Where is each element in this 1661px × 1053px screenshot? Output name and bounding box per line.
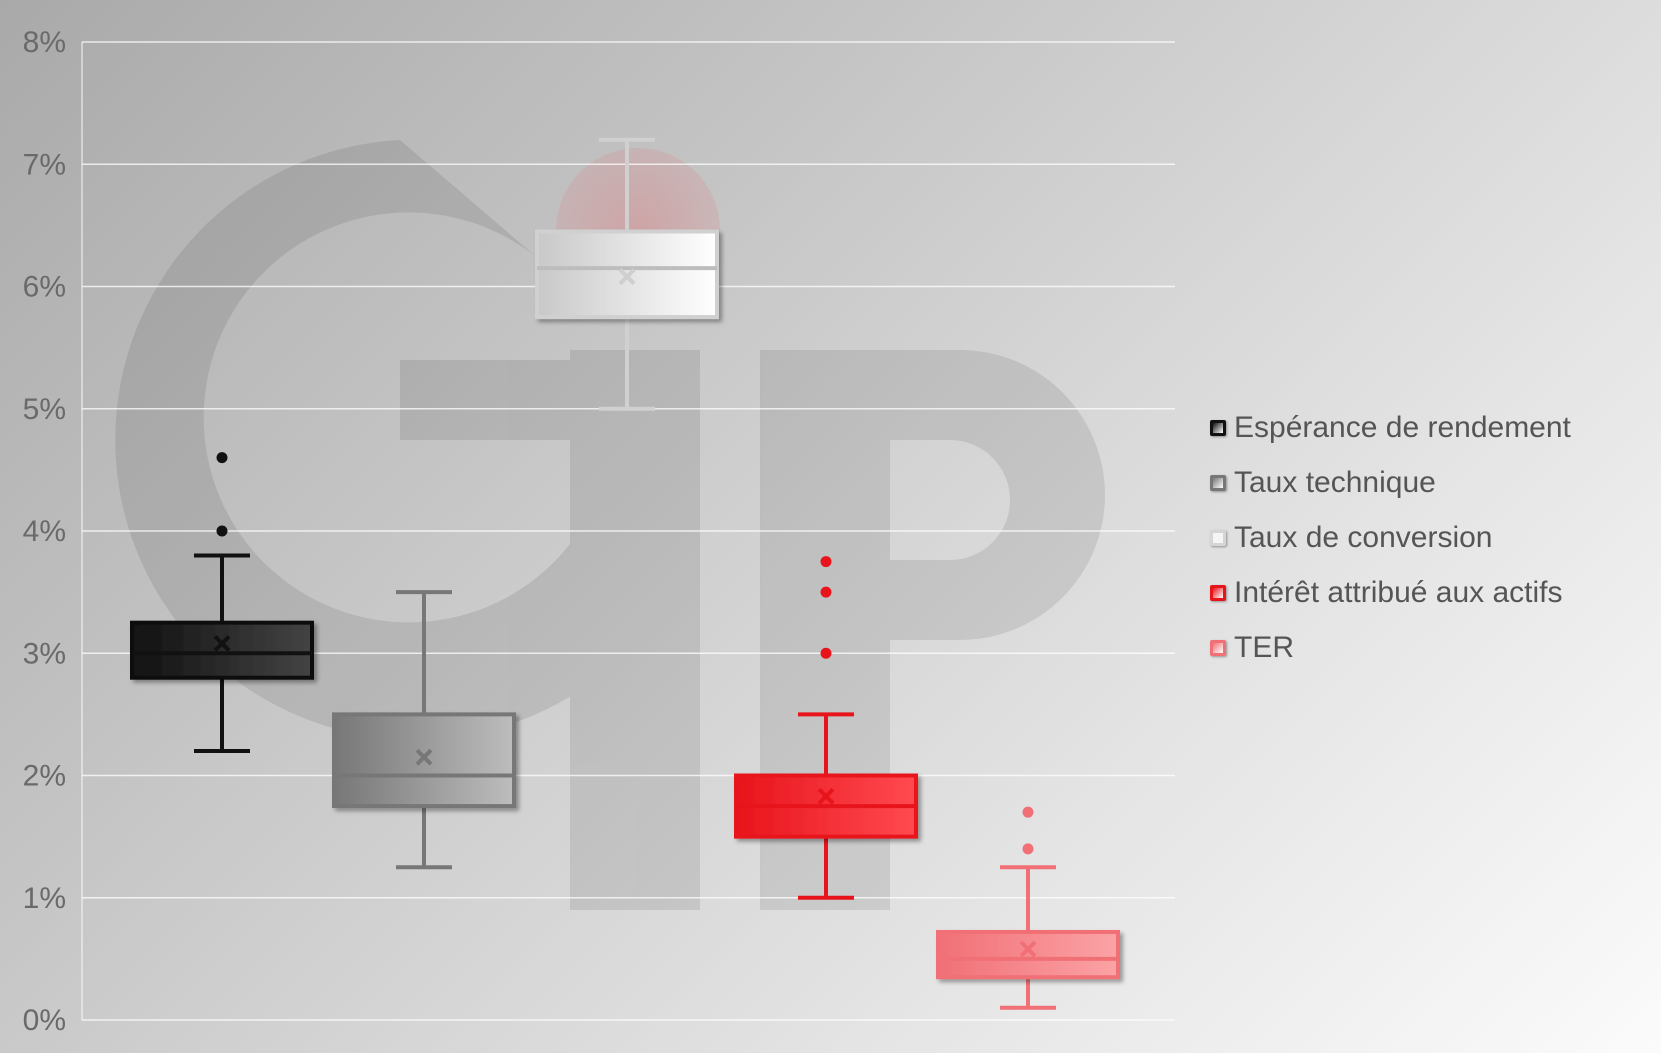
mean-marker bbox=[618, 268, 636, 286]
box-2 bbox=[332, 590, 516, 870]
legend-swatch bbox=[1210, 419, 1226, 436]
legend-swatch bbox=[1210, 529, 1226, 546]
mean-marker bbox=[1019, 940, 1037, 958]
legend-label: Taux technique bbox=[1234, 465, 1436, 499]
outlier-point bbox=[820, 647, 832, 659]
mean-marker bbox=[213, 635, 231, 652]
legend-swatch bbox=[1210, 639, 1226, 656]
legend-swatch bbox=[1210, 474, 1226, 491]
mean-marker bbox=[415, 748, 433, 766]
y-tick-label: 6% bbox=[23, 271, 66, 304]
legend: Espérance de rendement Taux technique Taux… bbox=[1210, 400, 1571, 675]
legend-label: Intérêt attribué aux actifs bbox=[1234, 575, 1563, 609]
y-axis: 0% 1% 2% 3% 4% 5% 6% 7% 8% bbox=[23, 26, 66, 1037]
legend-item: Espérance de rendement bbox=[1210, 400, 1571, 455]
legend-swatch bbox=[1210, 584, 1226, 601]
legend-label: Espérance de rendement bbox=[1234, 410, 1571, 444]
y-tick-label: 5% bbox=[23, 393, 66, 426]
y-tick-label: 3% bbox=[23, 637, 66, 670]
legend-label: TER bbox=[1234, 630, 1294, 664]
legend-item: Taux de conversion bbox=[1210, 510, 1571, 565]
legend-item: TER bbox=[1210, 620, 1571, 675]
y-tick-label: 7% bbox=[23, 148, 66, 181]
outlier-point bbox=[216, 452, 228, 464]
watermark-logo bbox=[115, 140, 1105, 910]
box-4 bbox=[734, 556, 918, 900]
legend-item: Intérêt attribué aux actifs bbox=[1210, 565, 1571, 620]
legend-item: Taux technique bbox=[1210, 455, 1571, 510]
y-tick-label: 1% bbox=[23, 882, 66, 915]
outlier-point bbox=[1022, 806, 1034, 818]
box-3 bbox=[535, 137, 719, 411]
outlier-point bbox=[820, 586, 832, 598]
y-tick-label: 0% bbox=[23, 1004, 66, 1037]
box-5 bbox=[936, 806, 1120, 1010]
legend-label: Taux de conversion bbox=[1234, 520, 1493, 554]
outlier-point bbox=[1022, 843, 1034, 855]
outlier-point bbox=[216, 525, 228, 537]
box-body bbox=[936, 929, 1120, 980]
mean-marker bbox=[817, 787, 835, 805]
y-tick-label: 4% bbox=[23, 515, 66, 548]
box-body bbox=[332, 712, 516, 809]
outlier-point bbox=[820, 556, 832, 568]
box-series bbox=[130, 137, 1120, 1010]
box-1 bbox=[130, 452, 314, 754]
y-tick-label: 8% bbox=[23, 26, 66, 59]
y-tick-label: 2% bbox=[23, 760, 66, 793]
box-body bbox=[130, 620, 314, 680]
